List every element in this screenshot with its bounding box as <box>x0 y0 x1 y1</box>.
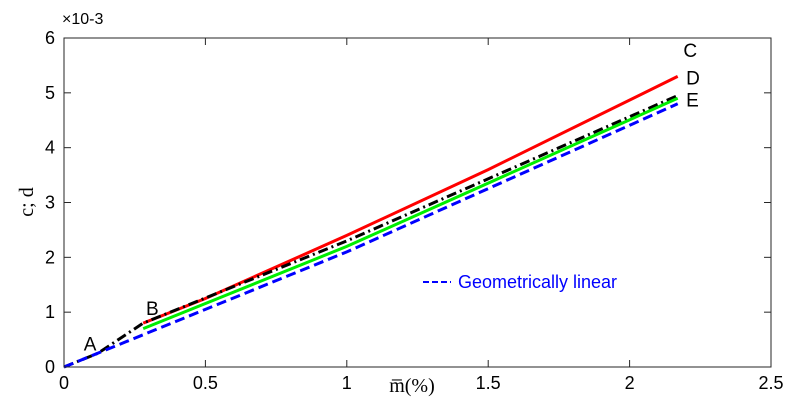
x-tick-label: 1.5 <box>476 373 501 393</box>
series-line-3 <box>63 102 679 369</box>
x-tick-label: 2.5 <box>758 373 783 393</box>
y-tick-label: 0 <box>45 357 55 377</box>
x-tick-label: 0.5 <box>193 373 218 393</box>
y-tick-label: 2 <box>45 247 55 267</box>
point-label-b: B <box>146 299 159 320</box>
point-label-c: C <box>683 41 697 62</box>
legend: Geometrically linear <box>423 272 617 292</box>
y-tick-label: 5 <box>45 83 55 103</box>
point-label-d: D <box>686 69 700 90</box>
y-axis-label: c; d <box>16 187 38 216</box>
y-tick-label: 6 <box>45 28 55 48</box>
series-layer <box>63 75 679 369</box>
y-tick-label: 3 <box>45 193 55 213</box>
x-axis-label: m̅(%) <box>389 375 435 397</box>
legend-label: Geometrically linear <box>458 272 617 292</box>
point-label-a: A <box>84 335 97 356</box>
y-exponent: ×10-3 <box>62 11 103 28</box>
x-tick-label: 0 <box>59 373 69 393</box>
series-line-2 <box>142 96 679 330</box>
y-tick-label: 1 <box>45 302 55 322</box>
y-tick-label: 4 <box>45 138 55 158</box>
ticks-layer: 0 0.5 1 1.5 2 2.5 0 1 2 3 4 5 6 <box>45 28 784 393</box>
series-line-1 <box>63 94 679 369</box>
x-tick-label: 1 <box>342 373 352 393</box>
labels-layer: A B CDE <box>84 41 700 355</box>
point-label-e: E <box>686 91 699 112</box>
x-tick-label: 2 <box>625 373 635 393</box>
